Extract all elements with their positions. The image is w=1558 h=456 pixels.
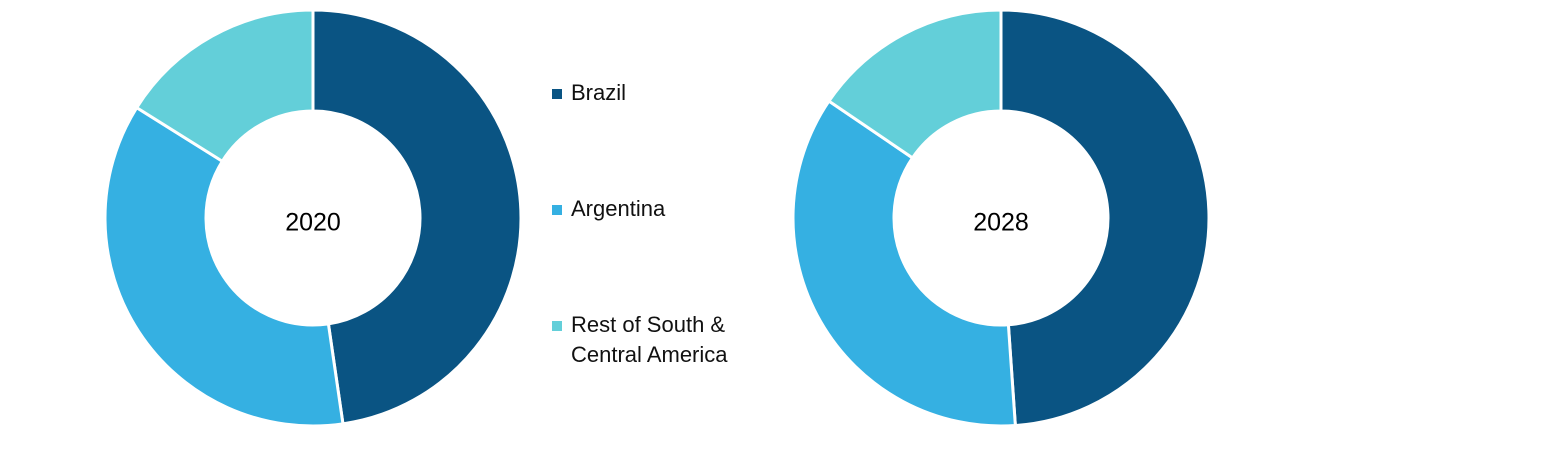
legend-swatch (552, 89, 562, 99)
legend-label: Rest of South & Central America (571, 312, 728, 367)
legend-swatch (552, 205, 562, 215)
legend-item: Argentina (552, 194, 782, 224)
donut-slice (999, 8, 1211, 428)
legend-item: Brazil (552, 78, 782, 108)
legend-item: Rest of South & Central America (552, 310, 782, 370)
donut-slice (791, 99, 1017, 428)
page: {"chart_data": [ {"type": "pie", "title"… (103, 8, 1211, 428)
legend-label: Argentina (571, 196, 666, 221)
center-label: 2028 (973, 209, 1029, 237)
donut-slice (134, 8, 315, 164)
charts: 2020 2028 (103, 8, 1211, 428)
center-label: 2020 (285, 209, 341, 237)
legend: Brazil Argentina Rest of South & Central A… (552, 78, 782, 456)
donut-slice (826, 8, 1003, 160)
legend-swatch (552, 321, 562, 331)
donut-slice (103, 105, 345, 428)
legend-label: Brazil (571, 80, 627, 105)
donut-slice (311, 8, 523, 426)
